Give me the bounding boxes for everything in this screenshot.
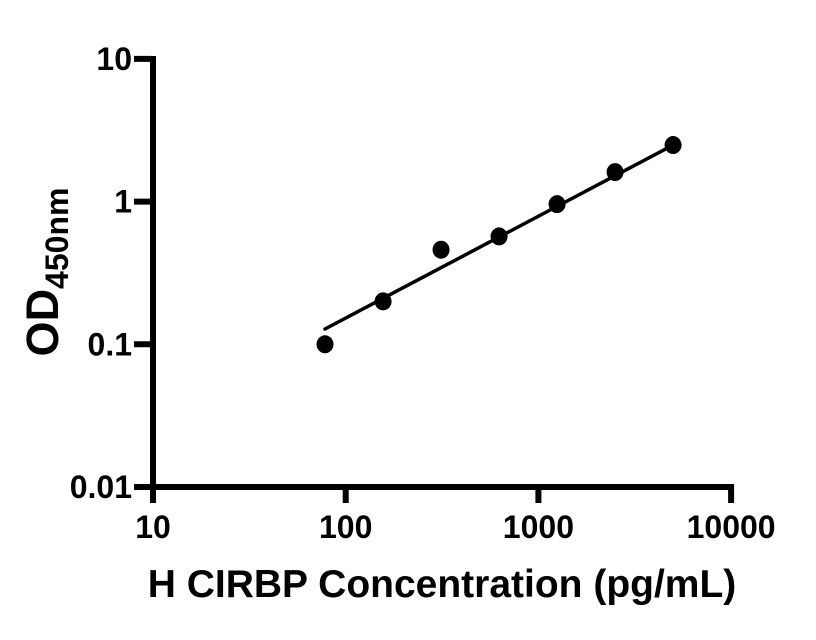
data-point <box>548 195 566 214</box>
y-tick-label: 0.1 <box>88 326 132 362</box>
y-tick-label: 10 <box>96 41 132 77</box>
y-axis-title: OD450nm <box>17 188 75 357</box>
x-axis-ticks: 10 100 1000 10000 <box>135 486 776 545</box>
data-point <box>374 292 392 311</box>
x-tick-label: 100 <box>319 509 372 545</box>
y-tick-label: 0.01 <box>70 469 132 505</box>
y-tick-label: 1 <box>114 184 132 220</box>
x-axis-title: H CIRBP Concentration (pg/mL) <box>148 563 737 606</box>
plot-area <box>316 136 682 354</box>
data-point <box>606 163 624 182</box>
data-point <box>664 136 682 155</box>
y-axis-title-subscript: 450nm <box>39 188 75 289</box>
y-axis-ticks: 10 1 0.1 0.01 <box>70 41 151 505</box>
y-axis-title-main: OD <box>17 289 68 357</box>
data-point <box>432 240 450 259</box>
data-point <box>316 335 334 354</box>
x-tick-label: 10000 <box>687 509 776 545</box>
x-tick-label: 10 <box>135 509 171 545</box>
data-point <box>490 227 508 246</box>
x-tick-label: 1000 <box>503 509 574 545</box>
